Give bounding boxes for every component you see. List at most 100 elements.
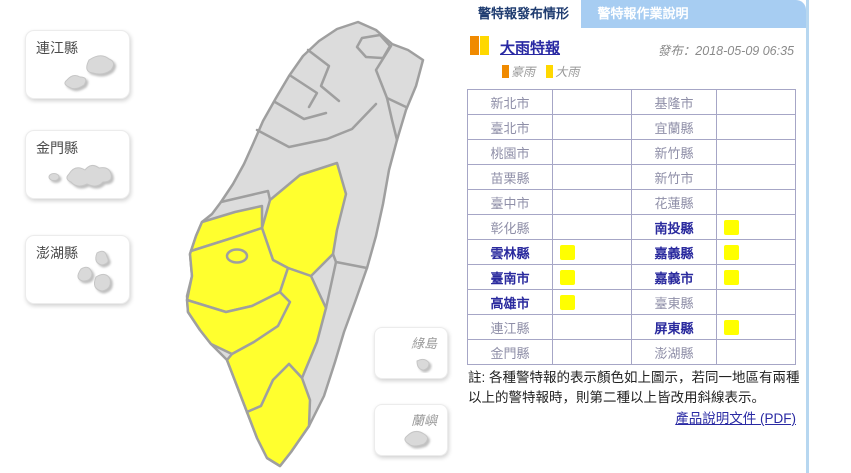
- lienchiang-islands-shape: [64, 55, 115, 90]
- county-name-cell: 新北市: [467, 89, 553, 115]
- county-warning-cell: [716, 314, 796, 340]
- island-box-orchid-island[interactable]: 蘭嶼: [374, 404, 448, 456]
- tab-bar: 警特報發布情形 警特報作業說明: [466, 0, 806, 28]
- rain-warning-marker: [560, 295, 575, 311]
- island-label-orchid-island: 蘭嶼: [410, 413, 437, 428]
- warning-panel: 警特報發布情形 警特報作業說明 大雨特報 發布：2018-05-09 06:35…: [466, 0, 809, 473]
- heavy-rain-advisory-link[interactable]: 大雨特報: [500, 40, 561, 57]
- county-table-body: 新北市 基隆市 臺北市 宜蘭縣 桃園市 新竹縣 苗栗縣 新竹市 臺中市 花蓮縣 彰化縣 南投縣 雲林縣嘉…: [467, 89, 796, 365]
- island-box-lienchiang[interactable]: 連江縣: [25, 30, 130, 99]
- county-name-cell[interactable]: 嘉義縣: [631, 239, 717, 265]
- tab-warning-status[interactable]: 警特報發布情形: [466, 0, 582, 28]
- rain-warning-marker: [724, 220, 739, 236]
- rain-warning-marker: [724, 320, 739, 336]
- product-doc-pdf-link[interactable]: 產品說明文件 (PDF): [675, 411, 796, 426]
- legend: 豪雨 大雨: [502, 63, 587, 79]
- county-warning-cell: [716, 289, 796, 315]
- county-name-cell: 澎湖縣: [631, 339, 717, 365]
- county-name-cell: 金門縣: [467, 339, 553, 365]
- big-rain-swatch: [546, 65, 554, 78]
- table-row: 苗栗縣 新竹市: [467, 164, 796, 190]
- county-warning-cell: [716, 114, 796, 140]
- island-label-lienchiang: 連江縣: [36, 40, 78, 56]
- county-name-cell: 連江縣: [467, 314, 553, 340]
- legend-label-heavy: 豪雨: [511, 65, 536, 79]
- table-row: 雲林縣 嘉義縣: [467, 239, 796, 265]
- rain-warning-icon: [470, 36, 489, 55]
- county-name-cell: 新竹市: [631, 164, 717, 190]
- county-name-cell: 宜蘭縣: [631, 114, 717, 140]
- county-warning-cell: [552, 164, 632, 190]
- county-warning-cell: [552, 314, 632, 340]
- county-name-cell: 臺中市: [467, 189, 553, 215]
- island-label-kinmen: 金門縣: [36, 140, 78, 156]
- county-warning-cell: [552, 114, 632, 140]
- county-name-cell: 彰化縣: [467, 214, 553, 240]
- table-row: 臺中市 花蓮縣: [467, 189, 796, 215]
- map-region-chiayi-city[interactable]: [225, 248, 249, 264]
- note-text: 註: 各種警特報的表示顏色如上圖示，若同一地區有兩種以上的警特報時，則第二種以上…: [468, 370, 800, 405]
- county-name-cell: 桃園市: [467, 139, 553, 165]
- county-name-cell[interactable]: 嘉義市: [631, 264, 717, 290]
- table-row: 桃園市 新竹縣: [467, 139, 796, 165]
- county-name-cell[interactable]: 臺南市: [467, 264, 553, 290]
- green-island-shape: [416, 358, 430, 371]
- county-warning-cell: [552, 214, 632, 240]
- warning-header-row: 大雨特報 發布：2018-05-09 06:35: [470, 36, 800, 58]
- map-county-borders: [219, 33, 408, 310]
- legend-label-big: 大雨: [555, 65, 580, 79]
- county-name-cell[interactable]: 屏東縣: [631, 314, 717, 340]
- island-label-green-island: 綠島: [410, 336, 437, 351]
- tab-warning-guide[interactable]: 警特報作業說明: [597, 6, 689, 21]
- county-warning-cell: [552, 189, 632, 215]
- county-warning-cell: [552, 289, 632, 315]
- county-warning-cell: [552, 89, 632, 115]
- county-warning-cell: [716, 239, 796, 265]
- county-name-cell: 新竹縣: [631, 139, 717, 165]
- county-warning-cell: [552, 139, 632, 165]
- county-name-cell[interactable]: 南投縣: [631, 214, 717, 240]
- big-rain-icon-half: [480, 36, 489, 55]
- island-box-penghu[interactable]: 澎湖縣: [25, 235, 130, 304]
- county-warning-cell: [716, 139, 796, 165]
- rain-warning-marker: [560, 245, 575, 261]
- county-name-cell: 基隆市: [631, 89, 717, 115]
- county-warning-cell: [716, 264, 796, 290]
- table-row: 高雄市 臺東縣: [467, 289, 796, 315]
- orchid-island-shape: [404, 430, 428, 447]
- county-warning-cell: [716, 214, 796, 240]
- county-warning-cell: [716, 164, 796, 190]
- rain-warning-marker: [560, 270, 575, 286]
- county-warning-cell: [716, 89, 796, 115]
- table-row: 臺北市 宜蘭縣: [467, 114, 796, 140]
- county-name-cell[interactable]: 雲林縣: [467, 239, 553, 265]
- kinmen-islands-shape: [48, 164, 112, 187]
- penghu-islands-shape: [77, 250, 111, 292]
- county-warning-cell: [716, 339, 796, 365]
- island-label-penghu: 澎湖縣: [36, 245, 78, 261]
- county-name-cell: 臺東縣: [631, 289, 717, 315]
- heavy-rain-swatch: [502, 65, 509, 78]
- table-row: 新北市 基隆市: [467, 89, 796, 115]
- doc-link-row: 產品說明文件 (PDF): [466, 407, 796, 428]
- county-table: 新北市 基隆市 臺北市 宜蘭縣 桃園市 新竹縣 苗栗縣 新竹市 臺中市 花蓮縣 彰化縣 南投縣 雲林縣嘉…: [467, 89, 796, 365]
- county-name-cell: 苗栗縣: [467, 164, 553, 190]
- county-warning-cell: [552, 339, 632, 365]
- county-name-cell[interactable]: 高雄市: [467, 289, 553, 315]
- county-name-cell: 臺北市: [467, 114, 553, 140]
- heavy-rain-icon-half: [470, 36, 479, 55]
- table-row: 金門縣 澎湖縣: [467, 339, 796, 365]
- table-row: 連江縣 屏東縣: [467, 314, 796, 340]
- county-warning-cell: [716, 189, 796, 215]
- rain-warning-marker: [724, 270, 739, 286]
- island-box-kinmen[interactable]: 金門縣: [25, 130, 130, 199]
- rain-warning-marker: [724, 245, 739, 261]
- map-region-pingtung[interactable]: [245, 362, 312, 468]
- table-row: 彰化縣 南投縣: [467, 214, 796, 240]
- island-box-green-island[interactable]: 綠島: [374, 327, 448, 379]
- county-warning-cell: [552, 264, 632, 290]
- county-warning-cell: [552, 239, 632, 265]
- county-name-cell: 花蓮縣: [631, 189, 717, 215]
- taiwan-map: [185, 20, 425, 468]
